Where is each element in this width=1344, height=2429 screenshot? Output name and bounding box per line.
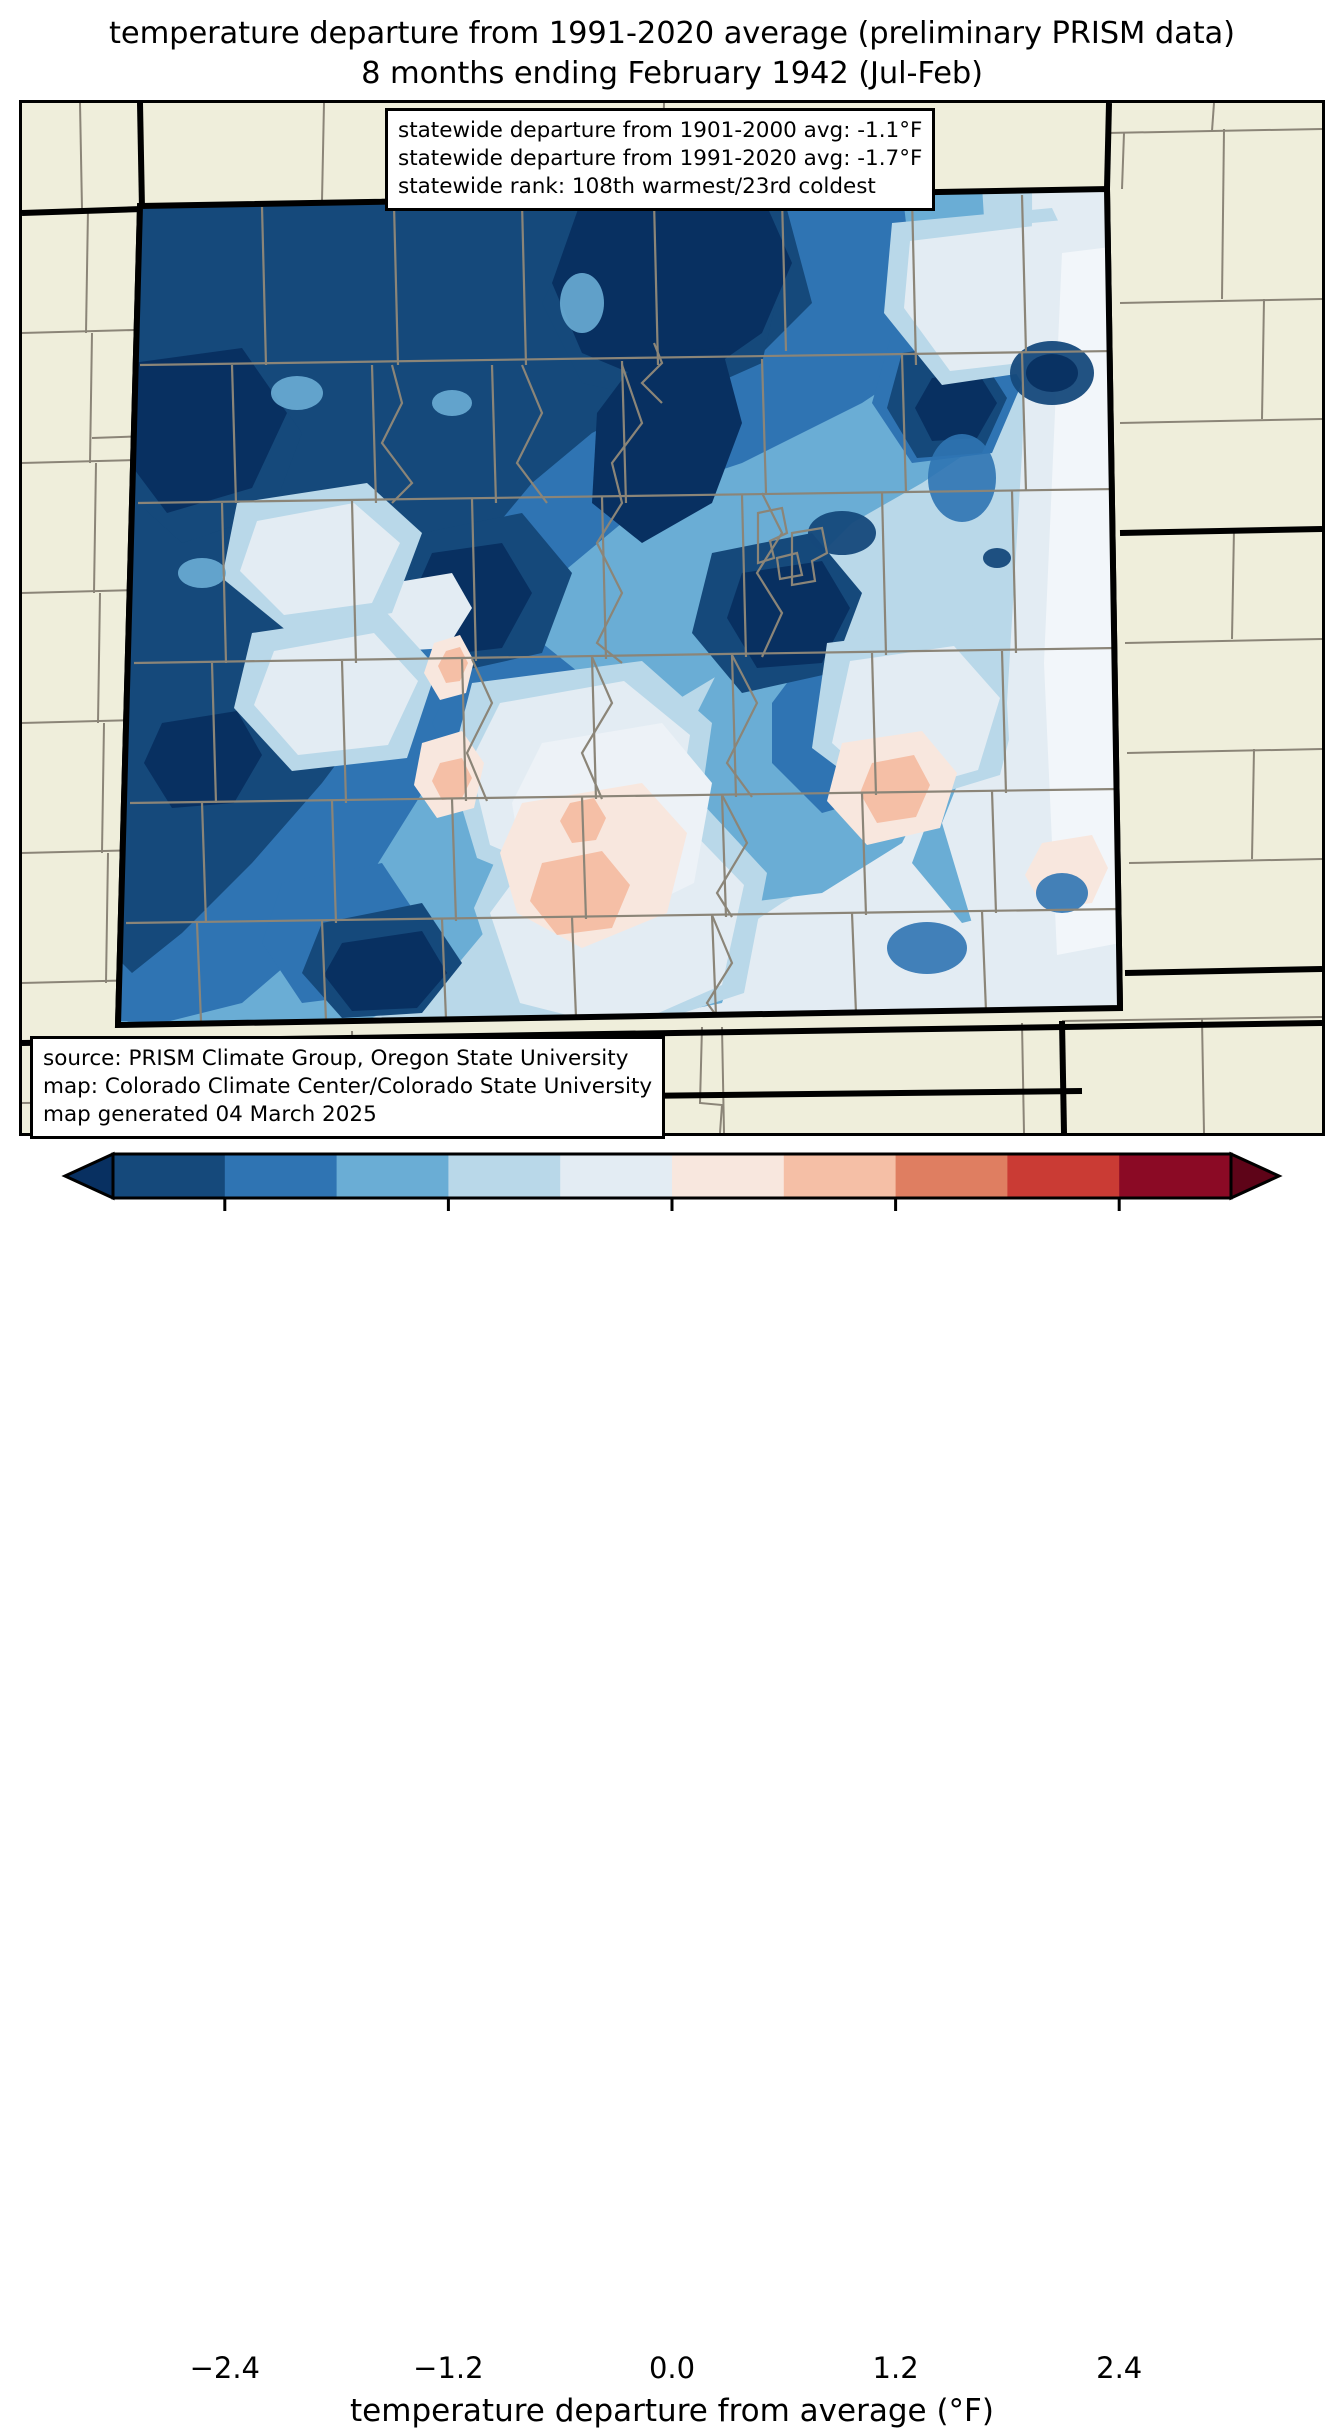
- colorbar-axis-label: temperature departure from average (°F): [350, 2393, 994, 2429]
- map-frame: [19, 100, 1325, 1136]
- colorbar-swatches: [61, 1151, 1283, 1211]
- title-line-1: temperature departure from 1991-2020 ave…: [109, 16, 1235, 51]
- page-title: temperature departure from 1991-2020 ave…: [0, 14, 1344, 93]
- colorbar-band: [113, 1154, 226, 1198]
- stats-rank: statewide rank: 108th warmest/23rd colde…: [398, 173, 876, 199]
- stats-departure-1901-2000: statewide departure from 1901-2000 avg: …: [398, 118, 923, 143]
- temperature-departure-contours: [118, 189, 1120, 1025]
- colorbar-band: [224, 1154, 338, 1198]
- colorbar-tick-labels: −2.4 −1.2 0.0 1.2 2.4: [0, 2351, 1344, 2391]
- colorbar-band: [1007, 1154, 1120, 1198]
- statewide-stats-box: statewide departure from 1901-2000 avg: …: [385, 108, 936, 211]
- colorbar-tick-label: −1.2: [413, 2351, 484, 2385]
- colorbar-band: [895, 1154, 1008, 1198]
- colorbar-under-arrow: [61, 1151, 115, 1201]
- colorado-temperature-departure-map: [22, 103, 1322, 1133]
- colorbar-band-group: [61, 1151, 1283, 1201]
- colorbar-over-arrow: [1229, 1151, 1283, 1201]
- colorado-county-lines: [125, 194, 1120, 1022]
- colorbar-band: [560, 1154, 673, 1198]
- colorbar-band: [448, 1154, 561, 1198]
- colorbar-band: [1119, 1154, 1232, 1198]
- source-line: source: PRISM Climate Group, Oregon Stat…: [43, 1046, 629, 1071]
- colorbar: −2.4 −1.2 0.0 1.2 2.4 temperature departure …: [0, 1148, 1344, 2429]
- colorbar-tick-label: 2.4: [1096, 2351, 1143, 2385]
- colorbar-band: [783, 1154, 897, 1198]
- colorbar-tick-label: 1.2: [872, 2351, 919, 2385]
- colorbar-tick-marks: [223, 1198, 1121, 1211]
- colorbar-tick-label: 0.0: [648, 2351, 696, 2385]
- title-line-2: 8 months ending February 1942 (Jul-Feb): [361, 55, 983, 91]
- colorbar-band: [336, 1154, 449, 1198]
- source-credits-box: source: PRISM Climate Group, Oregon Stat…: [30, 1036, 666, 1139]
- map-credit-line: map: Colorado Climate Center/Colorado St…: [43, 1073, 653, 1099]
- stats-departure-1991-2020: statewide departure from 1991-2020 avg: …: [398, 145, 923, 171]
- colorbar-tick-label: −2.4: [189, 2351, 261, 2385]
- map-generated-line: map generated 04 March 2025: [43, 1101, 377, 1127]
- colorbar-band: [672, 1154, 785, 1198]
